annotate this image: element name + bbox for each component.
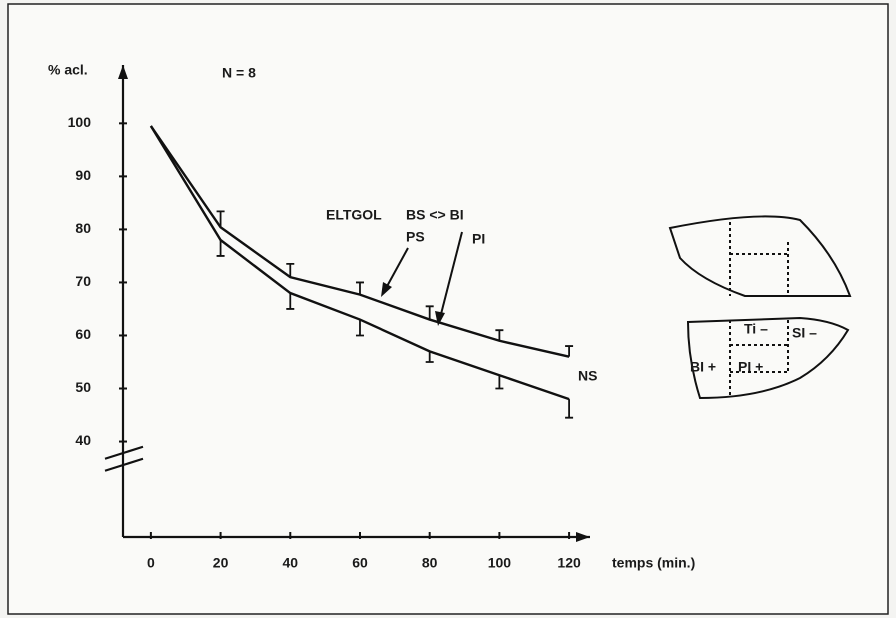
axis-break bbox=[104, 445, 144, 472]
y-tick-label: 100 bbox=[68, 114, 92, 130]
x-tick-label: 20 bbox=[213, 555, 229, 571]
error-bar bbox=[495, 375, 504, 390]
series-label: ELTGOL bbox=[326, 207, 382, 223]
annotation-arrow bbox=[384, 247, 409, 291]
x-tick-label: 40 bbox=[282, 555, 298, 571]
x-axis-label: temps (min.) bbox=[612, 555, 695, 571]
diagram-label: Ti – bbox=[744, 321, 768, 337]
error-bar bbox=[565, 345, 574, 357]
annotation: N = 8 bbox=[222, 65, 256, 81]
y-tick-label: 80 bbox=[75, 220, 91, 236]
series-label: NS bbox=[578, 368, 597, 384]
annotation: BS <> BI bbox=[406, 207, 464, 223]
annotation-arrowhead bbox=[381, 282, 392, 297]
error-bar bbox=[216, 240, 225, 257]
error-bar bbox=[286, 262, 295, 278]
y-tick-label: 40 bbox=[75, 432, 91, 448]
x-tick-label: 100 bbox=[488, 555, 512, 571]
x-tick-label: 0 bbox=[147, 555, 155, 571]
frame bbox=[7, 3, 889, 615]
annotation-arrowhead bbox=[435, 311, 445, 326]
y-tick-label: 50 bbox=[75, 379, 91, 395]
y-axis-label: % acl. bbox=[48, 62, 88, 78]
y-tick-label: 60 bbox=[75, 326, 91, 342]
lung-diagram bbox=[668, 215, 852, 400]
error-bar bbox=[355, 281, 364, 295]
y-tick-label: 70 bbox=[75, 273, 91, 289]
diagram-label: PI + bbox=[738, 359, 763, 375]
y-axis-arrow bbox=[118, 65, 128, 79]
error-bar bbox=[286, 293, 295, 310]
y-tick-label: 90 bbox=[75, 167, 91, 183]
x-tick-label: 60 bbox=[352, 555, 368, 571]
annotation: PI bbox=[472, 231, 485, 247]
x-axis-arrow bbox=[576, 532, 590, 542]
error-bar bbox=[495, 329, 504, 341]
x-tick-label: 80 bbox=[422, 555, 438, 571]
error-bar bbox=[355, 319, 364, 337]
error-bar bbox=[425, 305, 434, 320]
diagram-label: BI + bbox=[690, 359, 716, 375]
diagram-label: SI – bbox=[792, 325, 817, 341]
error-bar bbox=[565, 399, 574, 419]
annotation: PS bbox=[406, 229, 425, 245]
annotation-arrow bbox=[439, 231, 463, 319]
error-bar bbox=[216, 210, 225, 228]
error-bar bbox=[425, 351, 434, 363]
x-tick-label: 120 bbox=[557, 555, 581, 571]
